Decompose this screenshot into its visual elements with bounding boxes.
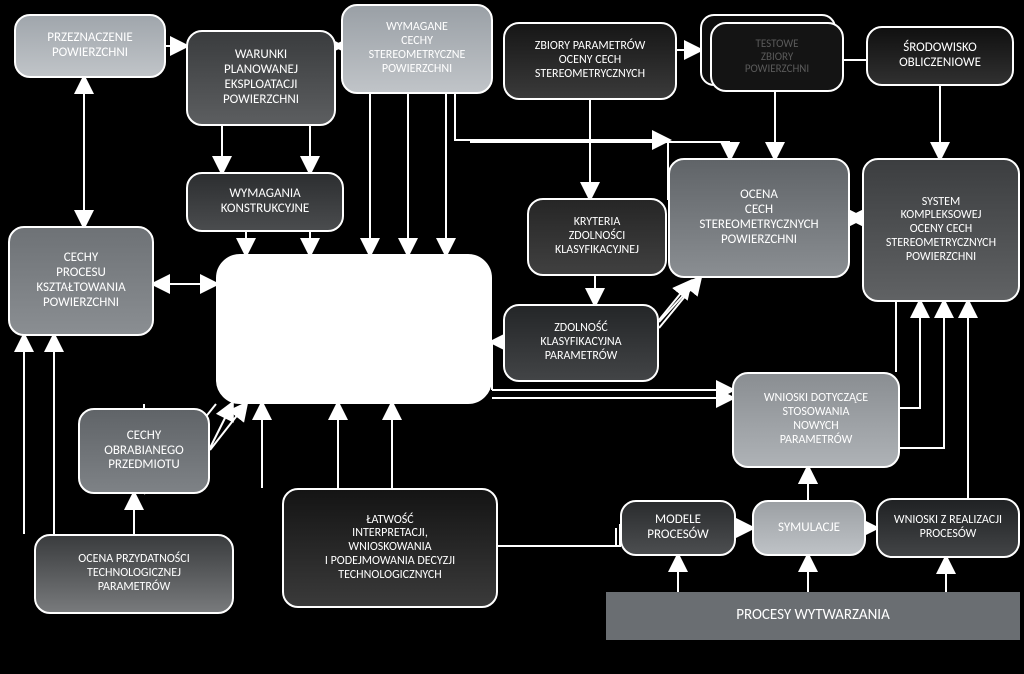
node-line: KLASYFIKACYJNA (540, 336, 621, 350)
node-line: WARUNKI (235, 48, 287, 63)
node-line: WNIOSKI Z REALIZACJI (894, 514, 1002, 528)
node-line: PRZEZNACZENIE (47, 31, 132, 46)
node-line: TECHNOLOGICZNYCH (338, 569, 442, 583)
node-line: STEREOMETRYCZNE (369, 49, 466, 63)
node-line: PROCESÓW (920, 528, 977, 542)
node-line: POWIERZCHNI (52, 46, 128, 61)
node-line: KSZTAŁTOWANIA (36, 281, 125, 296)
node-n_wymagane: WYMAGANECECHYSTEREOMETRYCZNEPOWIERZCHNI (341, 4, 493, 94)
node-line: WYMAGANIA (229, 187, 300, 202)
node-line: STEREOMETRYCZNYCH (535, 68, 645, 82)
node-line: POWIERZCHNI (721, 233, 797, 248)
node-line: TESTOWE (756, 38, 799, 51)
node-line: PARAMETRÓW (780, 434, 853, 448)
node-n_wnioski_param: WNIOSKI DOTYCZĄCESTOSOWANIANOWYCHPARAMET… (732, 372, 900, 468)
node-line: PROCESY WYTWARZANIA (736, 607, 890, 624)
node-line: WNIOSKOWANIA (348, 541, 431, 555)
node-n_przeznaczenie: PRZEZNACZENIEPOWIERZCHNI (14, 14, 166, 78)
node-line: STEREOMETRYCZNYCH (699, 218, 818, 233)
node-line: EKSPLOATACJI (225, 78, 298, 93)
node-line: PROCESU (56, 266, 106, 281)
node-line: OBLICZENIOWE (899, 56, 981, 71)
node-line: PRZEDMIOTU (108, 458, 180, 473)
node-line: POWIERZCHNI (382, 63, 452, 77)
node-n_latwosc: ŁATWOŚĆINTERPRETACJI,WNIOSKOWANIAI PODEJ… (282, 488, 498, 608)
node-line: OCENA PRZYDATNOŚCI (78, 553, 189, 567)
node-line: SYSTEM (922, 196, 961, 210)
node-line: TECHNOLOGICZNEJ (87, 567, 181, 581)
node-line: PROCESÓW (647, 528, 708, 543)
node-line: POWIERZCHNI (745, 63, 809, 76)
node-line: ZBIORY PARAMETRÓW (535, 40, 646, 54)
node-line: OCENY CECH (559, 54, 622, 68)
node-line: KONSTRUKCYJNE (221, 202, 309, 217)
node-line: INTERPRETACJI, (352, 527, 428, 541)
node-n_zbiory: ZBIORY PARAMETRÓWOCENY CECHSTEREOMETRYCZ… (503, 22, 677, 100)
node-n_zdolnosc: ZDOLNOŚĆKLASYFIKACYJNAPARAMETRÓW (503, 304, 659, 382)
node-line: ŁATWOŚĆ (366, 514, 413, 528)
node-line: PARAMETRÓW (98, 581, 171, 595)
node-n_symulacje: SYMULACJE (752, 500, 866, 556)
node-n_modele: MODELEPROCESÓW (620, 500, 736, 556)
node-line: STEREOMETRYCZNYCH (886, 237, 996, 251)
diagram-canvas: PRZEZNACZENIEPOWIERZCHNIWARUNKIPLANOWANE… (0, 0, 1024, 674)
node-line: MODELE (655, 513, 701, 528)
node-n_central (216, 254, 492, 404)
node-line: PLANOWANEJ (224, 63, 298, 78)
node-n_wnioski_real: WNIOSKI Z REALIZACJIPROCESÓW (876, 498, 1020, 558)
node-n_srodowisko: ŚRODOWISKOOBLICZENIOWE (866, 26, 1014, 86)
node-n_procesy: PROCESY WYTWARZANIA (606, 592, 1020, 640)
node-line: WYMAGANE (386, 21, 448, 35)
node-line: ZDOLNOŚCI (569, 230, 626, 244)
node-line: OCENY CECH (910, 223, 973, 237)
node-n_warunki: WARUNKIPLANOWANEJEKSPLOATACJIPOWIERZCHNI (186, 30, 336, 126)
node-line: ZDOLNOŚĆ (554, 322, 608, 336)
node-n_cechy_procesu: CECHYPROCESUKSZTAŁTOWANIAPOWIERZCHNI (8, 226, 154, 336)
node-line: WNIOSKI DOTYCZĄCE (764, 392, 868, 406)
node-line: PARAMETRÓW (545, 350, 618, 364)
node-line: POWIERZCHNI (906, 251, 976, 265)
node-line: KOMPLEKSOWEJ (901, 209, 982, 223)
node-n_system: SYSTEMKOMPLEKSOWEJOCENY CECHSTEREOMETRYC… (862, 158, 1020, 302)
node-line: CECHY (401, 35, 433, 49)
node-n_kryteria: KRYTERIAZDOLNOŚCIKLASYFIKACYJNEJ (527, 198, 667, 276)
node-n_cechy_obr: CECHYOBRABIANEGOPRZEDMIOTU (78, 408, 210, 494)
node-line: POWIERZCHNI (223, 93, 299, 108)
node-line: NOWYCH (793, 420, 839, 434)
node-n_testowe: TESTOWEZBIORYPOWIERZCHNI (710, 22, 844, 92)
node-line: CECHY (127, 429, 162, 444)
node-line: ŚRODOWISKO (903, 41, 977, 56)
node-line: CECHY (64, 251, 99, 266)
node-line: CECH (745, 203, 773, 218)
node-line: OCENA (740, 188, 778, 203)
node-line: SYMULACJE (778, 521, 840, 536)
node-line: STOSOWANIA (782, 406, 849, 420)
node-line: I PODEJMOWANIA DECYZJI (325, 555, 455, 569)
node-line: POWIERZCHNI (43, 296, 119, 311)
node-line: KLASYFIKACYJNEJ (555, 244, 639, 258)
node-line: OBRABIANEGO (104, 444, 184, 459)
node-n_wymagania: WYMAGANIAKONSTRUKCYJNE (186, 172, 344, 232)
node-n_ocena_cech: OCENACECHSTEREOMETRYCZNYCHPOWIERZCHNI (668, 158, 850, 278)
node-n_ocena_przydat: OCENA PRZYDATNOŚCITECHNOLOGICZNEJPARAMET… (34, 534, 234, 614)
